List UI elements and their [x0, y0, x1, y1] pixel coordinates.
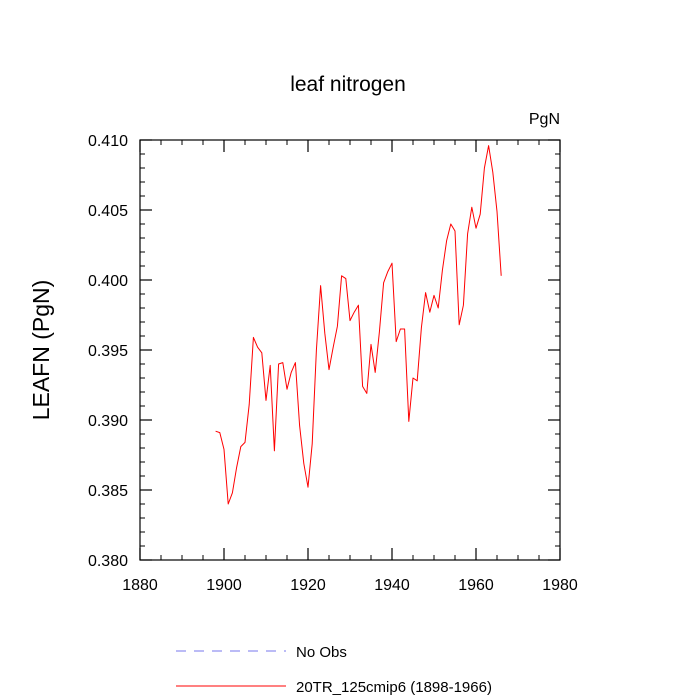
y-tick-label: 0.405: [88, 203, 128, 220]
x-tick-labels: 1880 1900 1920 1940 1960 1980: [122, 577, 578, 594]
legend-label-20tr: 20TR_125cmip6 (1898-1966): [296, 679, 492, 696]
y-axis-label: LEAFN (PgN): [28, 280, 54, 421]
minor-ticks: [139, 139, 561, 561]
y-tick-label: 0.390: [88, 413, 128, 430]
y-tick-label: 0.395: [88, 343, 128, 360]
y-tick-label: 0.400: [88, 273, 128, 290]
units-label: PgN: [529, 111, 560, 128]
major-ticks: [139, 139, 561, 561]
y-tick-label: 0.385: [88, 483, 128, 500]
legend: No Obs 20TR_125cmip6 (1898-1966): [176, 644, 492, 696]
x-tick-label: 1900: [206, 577, 242, 594]
x-tick-label: 1940: [374, 577, 410, 594]
x-tick-label: 1880: [122, 577, 158, 594]
x-tick-label: 1960: [458, 577, 494, 594]
x-tick-label: 1980: [542, 577, 578, 594]
y-tick-label: 0.380: [88, 553, 128, 570]
chart-title: leaf nitrogen: [290, 73, 406, 96]
plot-frame: [139, 139, 561, 561]
y-tick-labels: 0.380 0.385 0.390 0.395 0.400 0.405 0.410: [88, 133, 128, 570]
x-tick-label: 1920: [290, 577, 326, 594]
y-tick-label: 0.410: [88, 133, 128, 150]
series-line-20tr: [215, 145, 502, 505]
series-lines: [215, 145, 502, 505]
legend-label-no-obs: No Obs: [296, 644, 347, 661]
